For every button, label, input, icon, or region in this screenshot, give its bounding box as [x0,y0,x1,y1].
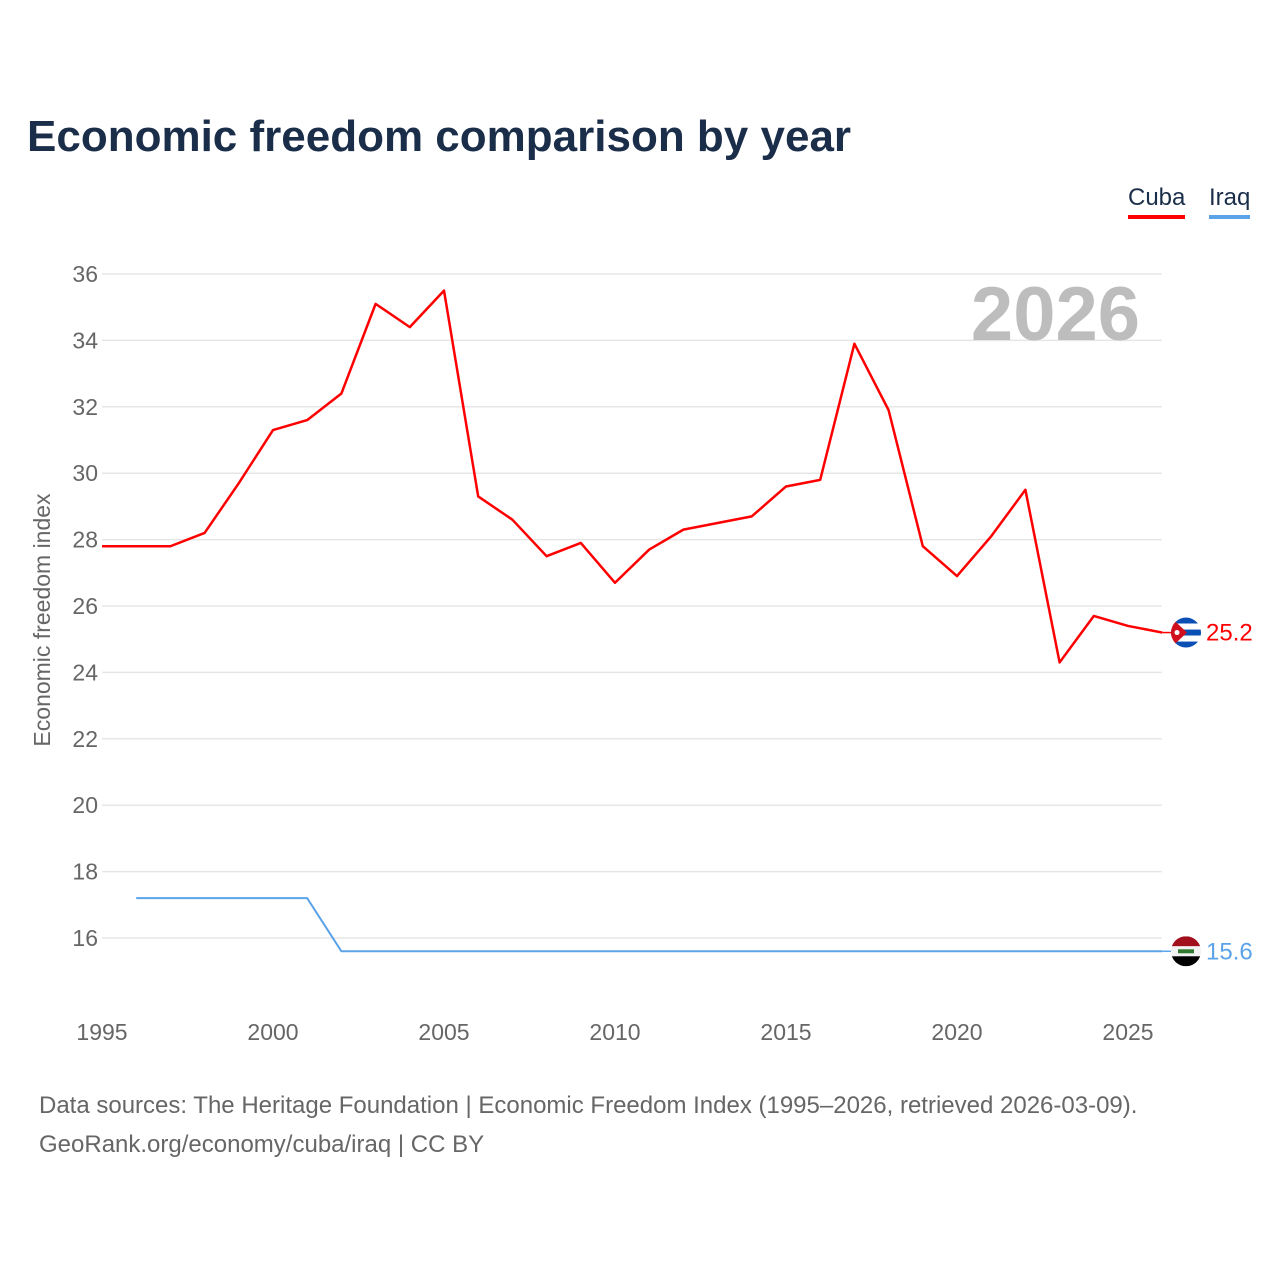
legend-iraq[interactable]: Iraq [1209,184,1251,219]
cuba-flag-icon [1171,617,1201,648]
y-axis-label: Economic freedom index [29,493,55,747]
footer-credit[interactable]: GeoRank.org/economy/cuba/iraq | CC BY [39,1131,485,1158]
end-value-iraq: 15.6 [1206,938,1253,965]
y-tick-label: 30 [72,460,98,486]
chart-title: Economic freedom comparison by year [27,112,852,161]
y-tick-label: 16 [72,925,98,951]
x-tick-label: 2005 [418,1019,469,1045]
footer-sources: Data sources: The Heritage Foundation | … [39,1092,1138,1119]
x-tick-label: 1995 [76,1019,127,1045]
y-tick-label: 24 [72,659,98,685]
y-tick-label: 28 [72,527,98,553]
y-tick-label: 22 [72,726,98,752]
iraq-flag-icon [1171,936,1201,967]
legend-cuba[interactable]: Cuba [1128,184,1186,219]
x-tick-label: 2015 [760,1019,811,1045]
year-watermark: 2026 [971,272,1140,357]
series-line-iraq[interactable] [136,897,1163,953]
y-tick-label: 20 [72,792,98,818]
x-tick-label: 2025 [1102,1019,1153,1045]
y-tick-label: 26 [72,593,98,619]
y-tick-label: 36 [72,261,98,287]
x-tick-label: 2000 [247,1019,298,1045]
x-tick-label: 2010 [589,1019,640,1045]
x-tick-label: 2020 [931,1019,982,1045]
series-line-cuba[interactable] [102,289,1163,664]
y-tick-label: 34 [72,327,98,353]
y-tick-label: 32 [72,394,98,420]
y-tick-label: 18 [72,859,98,885]
footer: Data sources: The Heritage Foundation | … [39,1086,1137,1164]
end-value-cuba: 25.2 [1206,620,1253,647]
